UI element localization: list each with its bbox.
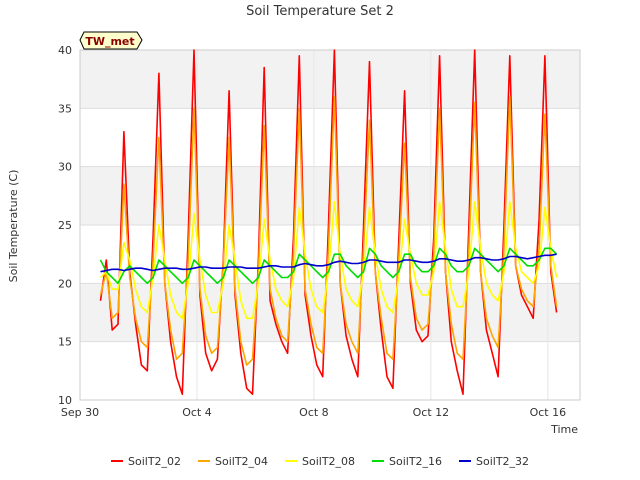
x-tick-label: Oct 8 — [299, 406, 329, 419]
chart-title: Soil Temperature Set 2 — [246, 4, 394, 19]
y-tick-label: 20 — [58, 277, 72, 290]
legend-label-soilt2_32: SoilT2_32 — [476, 455, 529, 468]
y-tick-label: 30 — [58, 161, 72, 174]
y-tick-label: 40 — [58, 44, 72, 57]
x-tick-label: Sep 30 — [61, 406, 99, 419]
site-badge-shape — [79, 31, 143, 50]
x-tick-labels: Sep 30 Oct 4 Oct 8 Oct 12 Oct 16 — [61, 406, 566, 419]
legend-label-soilt2_08: SoilT2_08 — [302, 455, 355, 468]
y-axis-label: Soil Temperature (C) — [7, 170, 20, 283]
legend-label-soilt2_02: SoilT2_02 — [128, 455, 181, 468]
y-tick-label: 35 — [58, 102, 72, 115]
series-line-soilt2_04 — [99, 95, 558, 366]
legend-label-soilt2_16: SoilT2_16 — [389, 455, 442, 468]
x-tick-label: Oct 4 — [182, 406, 212, 419]
x-tick-label: Oct 12 — [413, 406, 450, 419]
series-lines — [99, 49, 558, 396]
band-35-40 — [80, 50, 580, 109]
band-15-20 — [80, 283, 580, 342]
legend-label-soilt2_04: SoilT2_04 — [215, 455, 268, 468]
x-tick-label: Oct 16 — [530, 406, 567, 419]
site-badge: TW_met — [79, 31, 143, 50]
legend: SoilT2_02 SoilT2_04 SoilT2_08 SoilT2_16 Soil… — [111, 455, 529, 468]
y-tick-label: 15 — [58, 336, 72, 349]
plot-frame — [79, 49, 581, 401]
site-badge-label: TW_met — [85, 35, 134, 48]
y-tick-label: 25 — [58, 219, 72, 232]
series-line-soilt2_32 — [100, 253, 557, 273]
x-axis-label: Time — [550, 423, 578, 436]
y-tick-labels: 10 15 20 25 30 35 40 — [58, 44, 72, 407]
y-tick-label: 10 — [58, 394, 72, 407]
series-line-soilt2_16 — [99, 247, 558, 285]
